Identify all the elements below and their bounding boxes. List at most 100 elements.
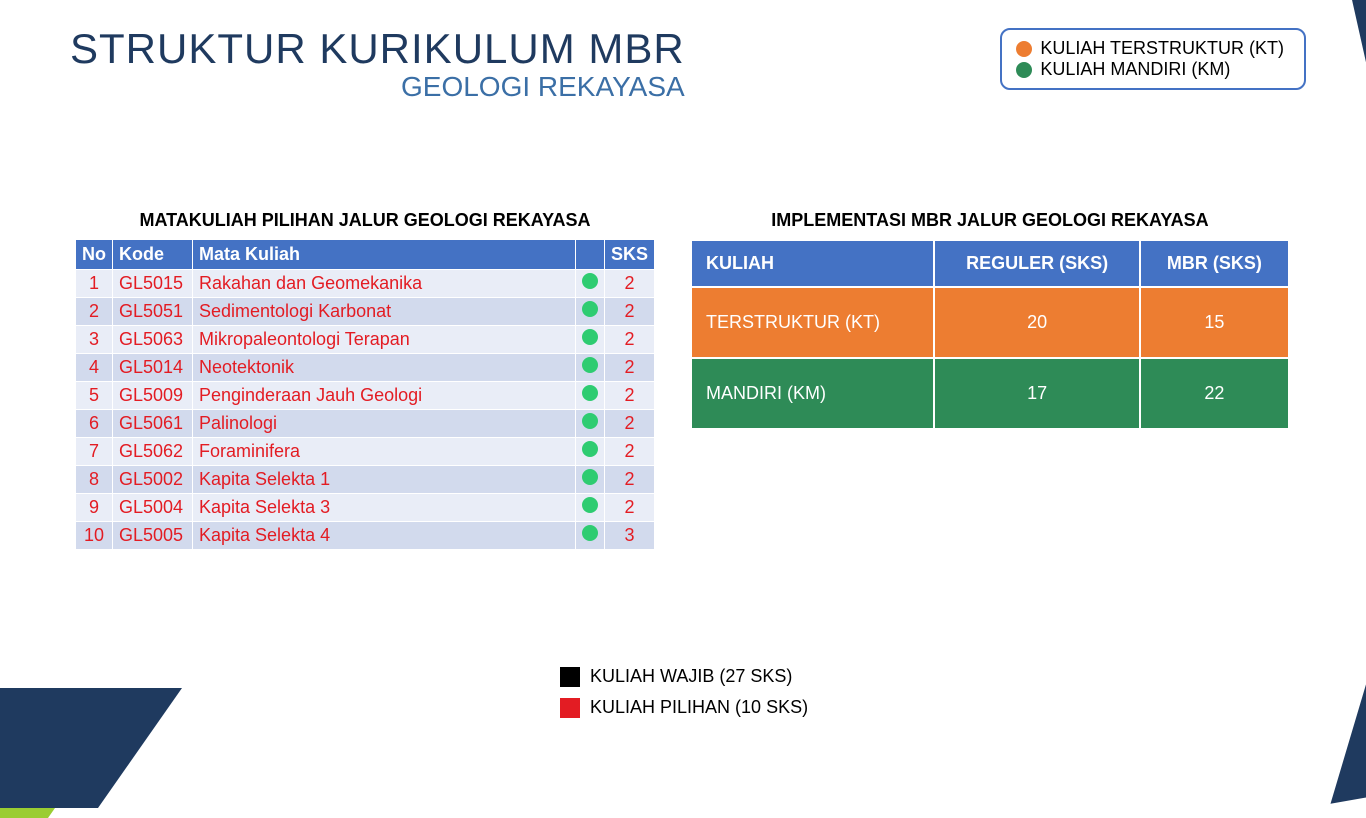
course-table-header: Kode <box>113 240 193 270</box>
cell-matakuliah: Penginderaan Jauh Geologi <box>193 382 576 410</box>
cell-type-dot <box>575 354 604 382</box>
table-row: 10GL5005Kapita Selekta 4 3 <box>76 522 655 550</box>
cell-sks: 2 <box>604 354 654 382</box>
cell-sks: 2 <box>604 438 654 466</box>
cell-type-dot <box>575 382 604 410</box>
cell-sks: 2 <box>604 270 654 298</box>
cell-kode: GL5002 <box>113 466 193 494</box>
table-row: 6GL5061Palinologi 2 <box>76 410 655 438</box>
cell-no: 8 <box>76 466 113 494</box>
cell-type-dot <box>575 410 604 438</box>
legend-square-icon <box>560 667 580 687</box>
cell-no: 5 <box>76 382 113 410</box>
cell-type-dot <box>575 466 604 494</box>
impl-table-header: KULIAH <box>691 240 934 287</box>
cell-no: 1 <box>76 270 113 298</box>
table-row: 8GL5002Kapita Selekta 12 <box>76 466 655 494</box>
course-section-title: MATAKULIAH PILIHAN JALUR GEOLOGI REKAYAS… <box>75 210 655 231</box>
cell-sks: 3 <box>604 522 654 550</box>
legend-top-label: KULIAH TERSTRUKTUR (KT) <box>1040 38 1284 59</box>
legend-bottom-item: KULIAH PILIHAN (10 SKS) <box>560 697 808 718</box>
cell-no: 10 <box>76 522 113 550</box>
km-dot-icon <box>582 469 598 485</box>
cell-kode: GL5051 <box>113 298 193 326</box>
table-row: 1GL5015Rakahan dan Geomekanika 2 <box>76 270 655 298</box>
cell-sks: 2 <box>604 326 654 354</box>
cell-no: 2 <box>76 298 113 326</box>
corner-decoration-bottom-right <box>1303 632 1366 803</box>
cell-no: 4 <box>76 354 113 382</box>
legend-top-item: KULIAH TERSTRUKTUR (KT) <box>1016 38 1284 59</box>
corner-decoration-bottom-left <box>0 688 182 808</box>
cell-kode: GL5004 <box>113 494 193 522</box>
cell-kode: GL5061 <box>113 410 193 438</box>
cell-sks: 2 <box>604 298 654 326</box>
legend-bottom-item: KULIAH WAJIB (27 SKS) <box>560 666 808 687</box>
title-block: STRUKTUR KURIKULUM MBR GEOLOGI REKAYASA <box>70 25 685 103</box>
cell-matakuliah: Neotektonik <box>193 354 576 382</box>
cell-no: 7 <box>76 438 113 466</box>
impl-cell-mbr: 15 <box>1140 287 1289 358</box>
legend-bottom-label: KULIAH PILIHAN (10 SKS) <box>590 697 808 718</box>
impl-cell-label: TERSTRUKTUR (KT) <box>691 287 934 358</box>
km-dot-icon <box>582 413 598 429</box>
legend-top-item: KULIAH MANDIRI (KM) <box>1016 59 1284 80</box>
impl-cell-reguler: 20 <box>934 287 1139 358</box>
course-table-header: SKS <box>604 240 654 270</box>
cell-type-dot <box>575 270 604 298</box>
corner-decoration-top-right <box>1326 0 1366 103</box>
course-table-header <box>575 240 604 270</box>
table-row: 3GL5063Mikropaleontologi Terapan2 <box>76 326 655 354</box>
legend-square-icon <box>560 698 580 718</box>
cell-sks: 2 <box>604 494 654 522</box>
cell-type-dot <box>575 522 604 550</box>
table-row: 2GL5051Sedimentologi Karbonat2 <box>76 298 655 326</box>
cell-kode: GL5009 <box>113 382 193 410</box>
cell-type-dot <box>575 326 604 354</box>
km-dot-icon <box>582 385 598 401</box>
km-dot-icon <box>582 301 598 317</box>
impl-table-row: MANDIRI (KM)1722 <box>691 358 1289 429</box>
km-dot-icon <box>582 441 598 457</box>
cell-matakuliah: Rakahan dan Geomekanika <box>193 270 576 298</box>
cell-sks: 2 <box>604 466 654 494</box>
table-row: 7GL5062Foraminifera 2 <box>76 438 655 466</box>
cell-matakuliah: Palinologi <box>193 410 576 438</box>
cell-matakuliah: Foraminifera <box>193 438 576 466</box>
course-table: NoKodeMata KuliahSKS 1GL5015Rakahan dan … <box>75 239 655 550</box>
impl-cell-label: MANDIRI (KM) <box>691 358 934 429</box>
legend-dot-icon <box>1016 41 1032 57</box>
legend-dot-icon <box>1016 62 1032 78</box>
cell-matakuliah: Kapita Selekta 3 <box>193 494 576 522</box>
km-dot-icon <box>582 329 598 345</box>
implementation-table: KULIAHREGULER (SKS)MBR (SKS) TERSTRUKTUR… <box>690 239 1290 430</box>
page-subtitle: GEOLOGI REKAYASA <box>70 71 685 103</box>
cell-matakuliah: Kapita Selekta 4 <box>193 522 576 550</box>
cell-type-dot <box>575 494 604 522</box>
course-table-header: Mata Kuliah <box>193 240 576 270</box>
cell-kode: GL5063 <box>113 326 193 354</box>
implementation-section: IMPLEMENTASI MBR JALUR GEOLOGI REKAYASA … <box>690 210 1290 430</box>
cell-kode: GL5005 <box>113 522 193 550</box>
legend-top: KULIAH TERSTRUKTUR (KT)KULIAH MANDIRI (K… <box>1000 28 1306 90</box>
cell-matakuliah: Sedimentologi Karbonat <box>193 298 576 326</box>
cell-kode: GL5015 <box>113 270 193 298</box>
impl-table-header: MBR (SKS) <box>1140 240 1289 287</box>
cell-type-dot <box>575 298 604 326</box>
impl-cell-mbr: 22 <box>1140 358 1289 429</box>
cell-sks: 2 <box>604 410 654 438</box>
km-dot-icon <box>582 497 598 513</box>
km-dot-icon <box>582 273 598 289</box>
km-dot-icon <box>582 525 598 541</box>
impl-table-header: REGULER (SKS) <box>934 240 1139 287</box>
cell-kode: GL5062 <box>113 438 193 466</box>
legend-bottom: KULIAH WAJIB (27 SKS) KULIAH PILIHAN (10 … <box>560 666 808 728</box>
table-row: 9GL5004Kapita Selekta 32 <box>76 494 655 522</box>
cell-sks: 2 <box>604 382 654 410</box>
cell-kode: GL5014 <box>113 354 193 382</box>
km-dot-icon <box>582 357 598 373</box>
table-row: 5GL5009Penginderaan Jauh Geologi 2 <box>76 382 655 410</box>
cell-no: 6 <box>76 410 113 438</box>
impl-cell-reguler: 17 <box>934 358 1139 429</box>
course-section: MATAKULIAH PILIHAN JALUR GEOLOGI REKAYAS… <box>75 210 655 550</box>
